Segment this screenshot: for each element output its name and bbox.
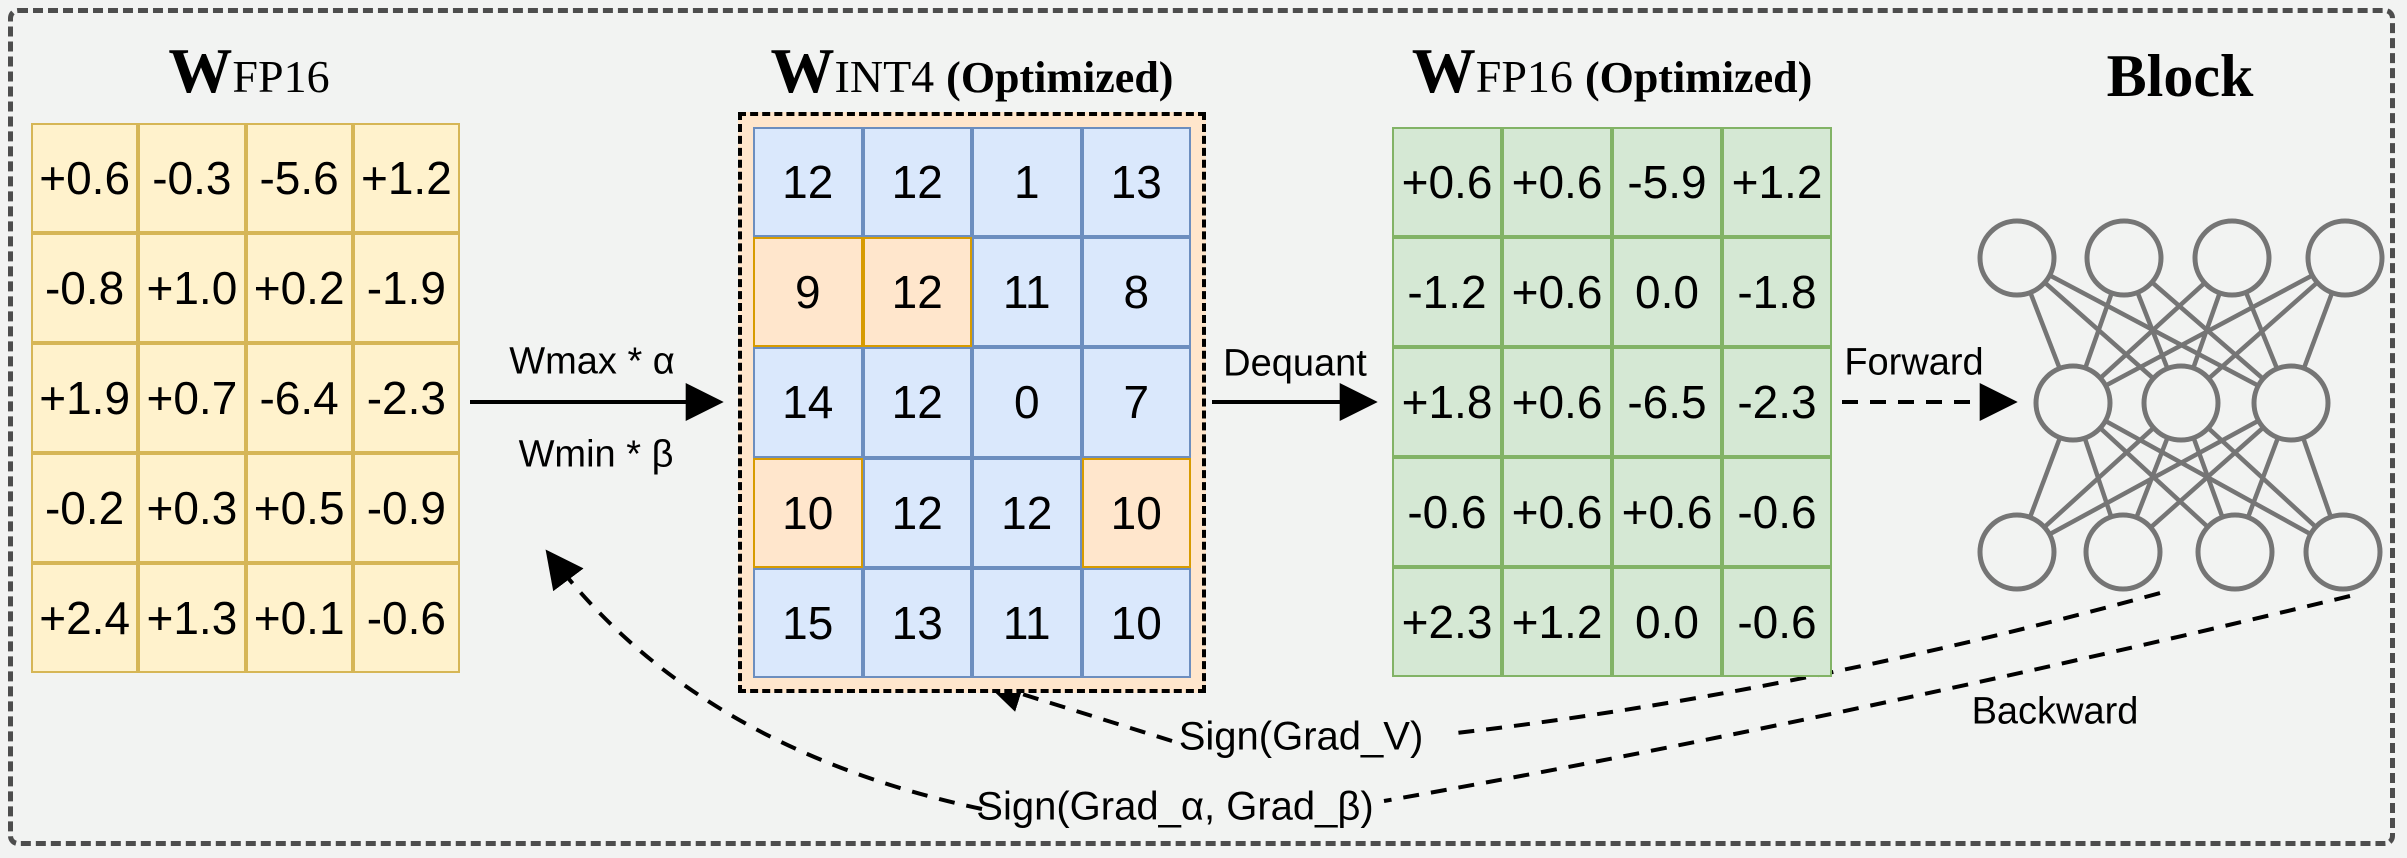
matrix-cell: -0.2 xyxy=(31,453,139,563)
matrix-cell: +2.4 xyxy=(31,563,139,673)
title-w-fp16-optimized: W FP16 (Optimized) xyxy=(1412,34,1812,108)
title-suffix: (Optimized) xyxy=(946,53,1174,102)
matrix-cell: 13 xyxy=(1081,127,1191,238)
matrix-cell: 11 xyxy=(972,567,1082,678)
matrix-cell: -5.9 xyxy=(1612,127,1722,237)
matrix-cell: +0.6 xyxy=(1612,457,1722,567)
matrix-cell: 10 xyxy=(1081,567,1191,678)
matrix-cell: +1.9 xyxy=(31,343,139,453)
matrix-cell: 8 xyxy=(1081,237,1191,348)
matrix-cell: 0.0 xyxy=(1612,237,1722,347)
matrix-cell: +0.3 xyxy=(138,453,246,563)
matrix-cell: 12 xyxy=(753,127,863,238)
matrix-cell: +0.7 xyxy=(138,343,246,453)
matrix-cell: -1.9 xyxy=(352,233,460,343)
matrix-cell: -6.4 xyxy=(245,343,353,453)
matrix-cell: -2.3 xyxy=(1722,347,1832,457)
matrix-cell: 7 xyxy=(1081,347,1191,458)
title-suffix: (Optimized) xyxy=(1584,53,1813,102)
matrix-cell: -1.8 xyxy=(1722,237,1832,347)
matrix-cell: +0.6 xyxy=(1502,237,1612,347)
matrix-cell: -5.6 xyxy=(245,123,353,233)
matrix-cell: +1.0 xyxy=(138,233,246,343)
matrix-w-fp16-optimized: +0.6 +0.6 -5.9 +1.2 -1.2 +0.6 0.0 -1.8 +1.8 +0.6-… xyxy=(1392,127,1832,677)
matrix-cell: -0.6 xyxy=(352,563,460,673)
diagram-dashed-frame xyxy=(8,8,2395,846)
matrix-w-int4-container: 12 12 1 13 9 12 11 8 14 12 0 7 10 12 12 10 15 13 11 10 xyxy=(738,112,1206,693)
matrix-cell: +0.6 xyxy=(1502,457,1612,567)
matrix-cell: 13 xyxy=(862,567,972,678)
matrix-cell: 12 xyxy=(862,127,972,238)
matrix-cell: -0.3 xyxy=(138,123,246,233)
matrix-cell: 10 xyxy=(753,457,863,568)
matrix-cell: 10 xyxy=(1081,457,1191,568)
sign-grad-v-label: Sign(Grad_V) xyxy=(1178,714,1424,759)
matrix-cell: +0.6 xyxy=(1392,127,1502,237)
matrix-cell: 1 xyxy=(972,127,1082,238)
matrix-cell: +0.6 xyxy=(31,123,139,233)
matrix-cell: +0.1 xyxy=(245,563,353,673)
matrix-cell: 9 xyxy=(753,237,863,348)
quant-scale-label-bottom: Wmin * β xyxy=(518,433,674,476)
matrix-cell: -6.5 xyxy=(1612,347,1722,457)
title-w-int4-optimized: W INT4 (Optimized) xyxy=(771,34,1174,108)
matrix-cell: 11 xyxy=(972,237,1082,348)
matrix-cell: +0.6 xyxy=(1502,347,1612,457)
forward-label: Forward xyxy=(1844,341,1984,384)
matrix-w-fp16: +0.6 -0.3 -5.6 +1.2 -0.8 +1.0 +0.2 -1.9 +1.9 +0.7… xyxy=(31,123,460,673)
title-subscript: FP16 xyxy=(232,51,330,102)
matrix-cell: -0.6 xyxy=(1722,567,1832,677)
title-w-fp16: W FP16 xyxy=(168,34,329,108)
title-subscript: FP16 xyxy=(1475,51,1573,102)
matrix-cell: 15 xyxy=(753,567,863,678)
sign-grad-alpha-beta-label: Sign(Grad_α, Grad_β) xyxy=(976,784,1374,829)
matrix-cell: 14 xyxy=(753,347,863,458)
matrix-cell: -1.2 xyxy=(1392,237,1502,347)
title-main: W xyxy=(168,35,233,106)
title-main: W xyxy=(1411,35,1476,106)
backward-label: Backward xyxy=(1971,690,2139,733)
title-main: W xyxy=(770,35,835,106)
matrix-cell: +1.3 xyxy=(138,563,246,673)
matrix-cell: 0.0 xyxy=(1612,567,1722,677)
title-subscript: INT4 xyxy=(834,51,935,102)
matrix-cell: +2.3 xyxy=(1392,567,1502,677)
matrix-cell: +0.5 xyxy=(245,453,353,563)
matrix-cell: +0.6 xyxy=(1502,127,1612,237)
title-block: Block xyxy=(2106,43,2254,109)
dequant-label: Dequant xyxy=(1223,342,1367,385)
matrix-cell: -0.9 xyxy=(352,453,460,563)
matrix-cell: +1.2 xyxy=(1722,127,1832,237)
matrix-cell: +0.2 xyxy=(245,233,353,343)
matrix-cell: 12 xyxy=(862,237,972,348)
matrix-cell: 12 xyxy=(862,347,972,458)
matrix-cell: 12 xyxy=(972,457,1082,568)
matrix-cell: +1.2 xyxy=(1502,567,1612,677)
matrix-cell: 0 xyxy=(972,347,1082,458)
matrix-cell: +1.2 xyxy=(352,123,460,233)
matrix-cell: -2.3 xyxy=(352,343,460,453)
matrix-cell: -0.8 xyxy=(31,233,139,343)
matrix-cell: -0.6 xyxy=(1722,457,1832,567)
matrix-cell: 12 xyxy=(862,457,972,568)
matrix-w-int4: 12 12 1 13 9 12 11 8 14 12 0 7 10 12 12 10 15 13 11 10 xyxy=(753,127,1191,678)
matrix-cell: +1.8 xyxy=(1392,347,1502,457)
quant-scale-label-top: Wmax * α xyxy=(509,340,675,383)
matrix-cell: -0.6 xyxy=(1392,457,1502,567)
